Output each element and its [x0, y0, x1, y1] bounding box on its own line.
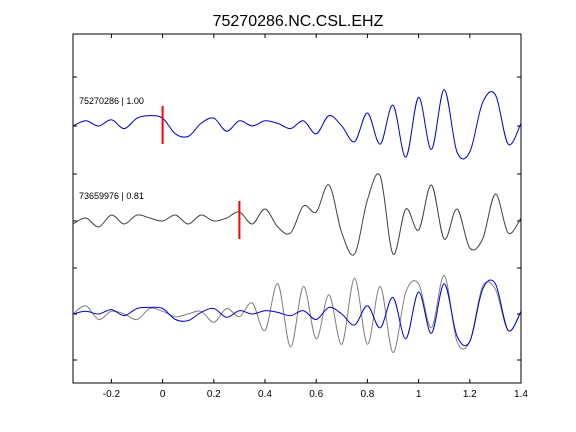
- overlay-trace-line: [72, 274, 522, 354]
- plot-frame: [72, 33, 522, 384]
- x-tick-label: 1.2: [463, 389, 477, 400]
- x-tick-label: 0.6: [309, 389, 323, 400]
- x-tick-label: 0.2: [207, 389, 221, 400]
- traces: 75270286 | 1.00 73659976 | 0.81: [72, 89, 522, 354]
- trace-line: [72, 89, 522, 160]
- trace-label: 75270286 | 1.00: [79, 96, 144, 106]
- x-tick-label: 0.8: [360, 389, 374, 400]
- x-tick-label: 0.4: [258, 389, 272, 400]
- trace-line: [72, 173, 522, 256]
- trace-label: 73659976 | 0.81: [79, 191, 144, 201]
- chart-title: 75270286.NC.CSL.EHZ: [213, 13, 384, 30]
- x-tick-label: 0: [160, 389, 166, 400]
- x-tick-label: 1.4: [514, 389, 528, 400]
- x-tick-label: 1: [416, 389, 422, 400]
- overlay-trace-line: [72, 279, 522, 347]
- x-tick-label: -0.2: [103, 389, 121, 400]
- axis-ticks: -0.2 0 0.2 0.4 0.6 0.8 1 1.2 1.4: [73, 34, 528, 400]
